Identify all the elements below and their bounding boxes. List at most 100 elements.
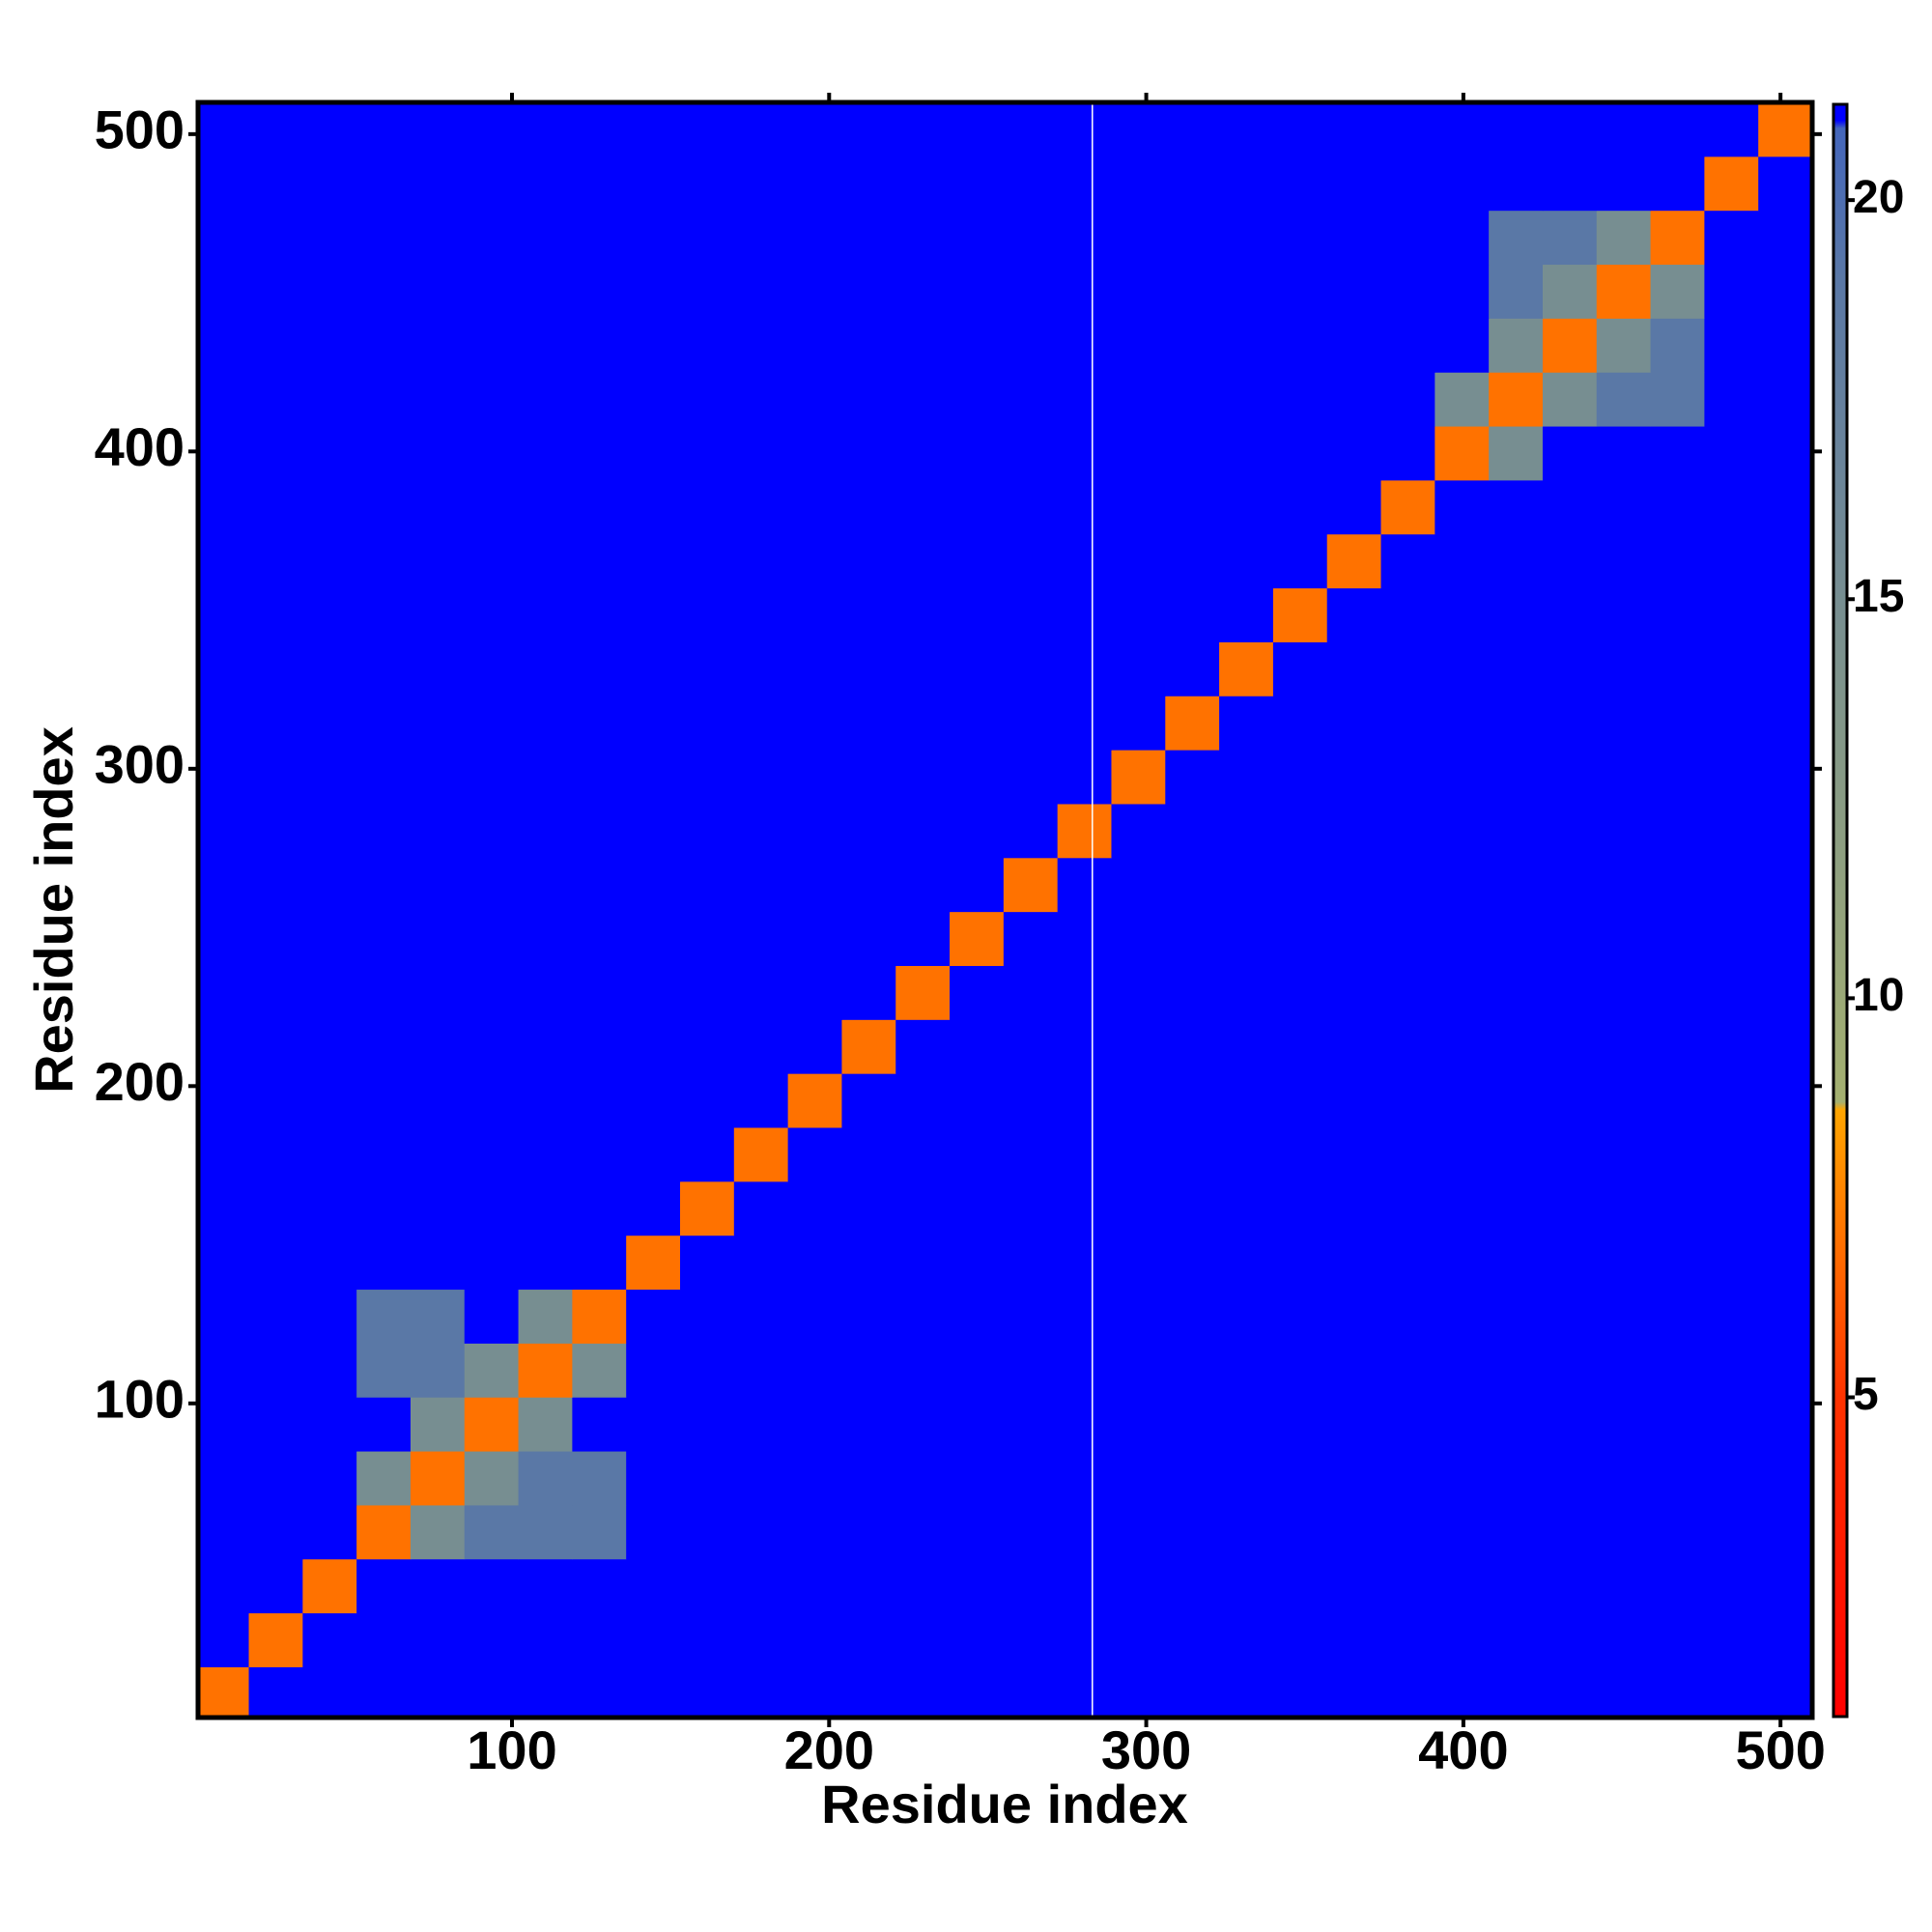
heatmap-cell	[1111, 1343, 1166, 1398]
heatmap-cell	[841, 479, 896, 535]
heatmap-cell	[302, 587, 357, 642]
heatmap-cell	[1272, 1289, 1328, 1344]
heatmap-cell	[1057, 479, 1112, 535]
heatmap-cell	[248, 1127, 303, 1182]
heatmap-cell	[1326, 264, 1382, 319]
heatmap-cell	[1650, 857, 1705, 913]
colorbar	[1832, 102, 1849, 1719]
heatmap-cell	[198, 965, 250, 1020]
heatmap-cell	[464, 372, 520, 427]
heatmap-cell	[464, 156, 520, 212]
heatmap-cell	[1380, 372, 1435, 427]
heatmap-cell	[1326, 1612, 1382, 1667]
heatmap-cell	[1435, 533, 1490, 589]
heatmap-cell	[1542, 1504, 1598, 1560]
heatmap-cell	[841, 372, 896, 427]
heatmap-cell	[1003, 1019, 1059, 1074]
heatmap-cell	[572, 1289, 627, 1344]
heatmap-cell	[198, 426, 250, 481]
heatmap-cell	[1111, 264, 1166, 319]
heatmap-cell	[198, 1289, 250, 1344]
heatmap-cell	[356, 965, 412, 1020]
heatmap-cell	[1650, 1127, 1705, 1182]
heatmap-cell	[248, 750, 303, 805]
heatmap-cell	[1111, 1397, 1166, 1452]
heatmap-cell	[1596, 1612, 1652, 1667]
heatmap-cell	[1542, 1612, 1598, 1667]
heatmap-cell	[248, 641, 303, 696]
heatmap-cell	[841, 1397, 896, 1452]
heatmap-cell	[1326, 1504, 1382, 1560]
heatmap-cell	[1650, 696, 1705, 751]
heatmap-cell	[1326, 1343, 1382, 1398]
heatmap-cell	[626, 1019, 681, 1074]
heatmap-cell	[1489, 1073, 1544, 1128]
heatmap-cell	[1272, 803, 1328, 859]
heatmap-cell	[572, 372, 627, 427]
heatmap-cell	[518, 479, 573, 535]
heatmap-cell	[1380, 641, 1435, 696]
heatmap-cell	[1003, 965, 1059, 1020]
heatmap-cell	[198, 1019, 250, 1074]
heatmap-cell	[410, 641, 466, 696]
heatmap-cell	[1057, 1397, 1112, 1452]
heatmap-cell	[1219, 587, 1274, 642]
heatmap-cell	[464, 1397, 520, 1452]
heatmap-cell	[1704, 587, 1759, 642]
heatmap-cell	[950, 1235, 1005, 1291]
heatmap-cell	[410, 750, 466, 805]
heatmap-cell	[1272, 696, 1328, 751]
heatmap-cell	[950, 1666, 1005, 1718]
heatmap-cell	[356, 426, 412, 481]
heatmap-cell	[1435, 641, 1490, 696]
heatmap-cell	[198, 479, 250, 535]
heatmap-cell	[198, 1397, 250, 1452]
heatmap-cell	[1057, 911, 1112, 966]
heatmap-cell	[895, 372, 951, 427]
heatmap-cell	[464, 1343, 520, 1398]
heatmap-cell	[464, 911, 520, 966]
heatmap-cell	[626, 102, 681, 157]
heatmap-cell	[895, 641, 951, 696]
heatmap-cell	[1435, 1558, 1490, 1614]
heatmap-cell	[733, 1612, 789, 1667]
heatmap-cell	[1003, 857, 1059, 913]
heatmap-cell	[680, 1397, 735, 1452]
heatmap-cell	[680, 1558, 735, 1614]
x-tick-label: 100	[467, 1719, 556, 1780]
heatmap-cell	[1057, 156, 1112, 212]
heatmap-cell	[626, 1397, 681, 1452]
heatmap-cell	[950, 1180, 1005, 1236]
heatmap-cell	[356, 911, 412, 966]
heatmap-cell	[248, 210, 303, 266]
heatmap-cell	[1057, 1127, 1112, 1182]
heatmap-cell	[1650, 750, 1705, 805]
heatmap-cell	[248, 803, 303, 859]
heatmap-cell	[356, 587, 412, 642]
heatmap-cell	[733, 696, 789, 751]
y-tick-label: 500	[95, 99, 185, 160]
heatmap-cell	[518, 1289, 573, 1344]
heatmap-cell	[1758, 1397, 1812, 1452]
heatmap-cell	[464, 533, 520, 589]
heatmap-cell	[1596, 479, 1652, 535]
heatmap-cell	[1380, 911, 1435, 966]
heatmap-cell	[787, 1180, 842, 1236]
heatmap-cell	[1003, 911, 1059, 966]
heatmap-cell	[787, 318, 842, 373]
heatmap-cell	[302, 965, 357, 1020]
heatmap-cell	[1003, 1180, 1059, 1236]
heatmap-cell	[1272, 1558, 1328, 1614]
heatmap-cell	[572, 750, 627, 805]
heatmap-cell	[1650, 911, 1705, 966]
heatmap-cell	[356, 1289, 412, 1344]
heatmap-cell	[1111, 210, 1166, 266]
heatmap-cell	[1057, 857, 1112, 913]
heatmap-cell	[1489, 587, 1544, 642]
heatmap-cell	[302, 1073, 357, 1128]
heatmap-cell	[356, 318, 412, 373]
heatmap-cell	[950, 587, 1005, 642]
heatmap-cell	[572, 264, 627, 319]
heatmap-cell	[1165, 1397, 1220, 1452]
heatmap-cell	[198, 102, 250, 157]
